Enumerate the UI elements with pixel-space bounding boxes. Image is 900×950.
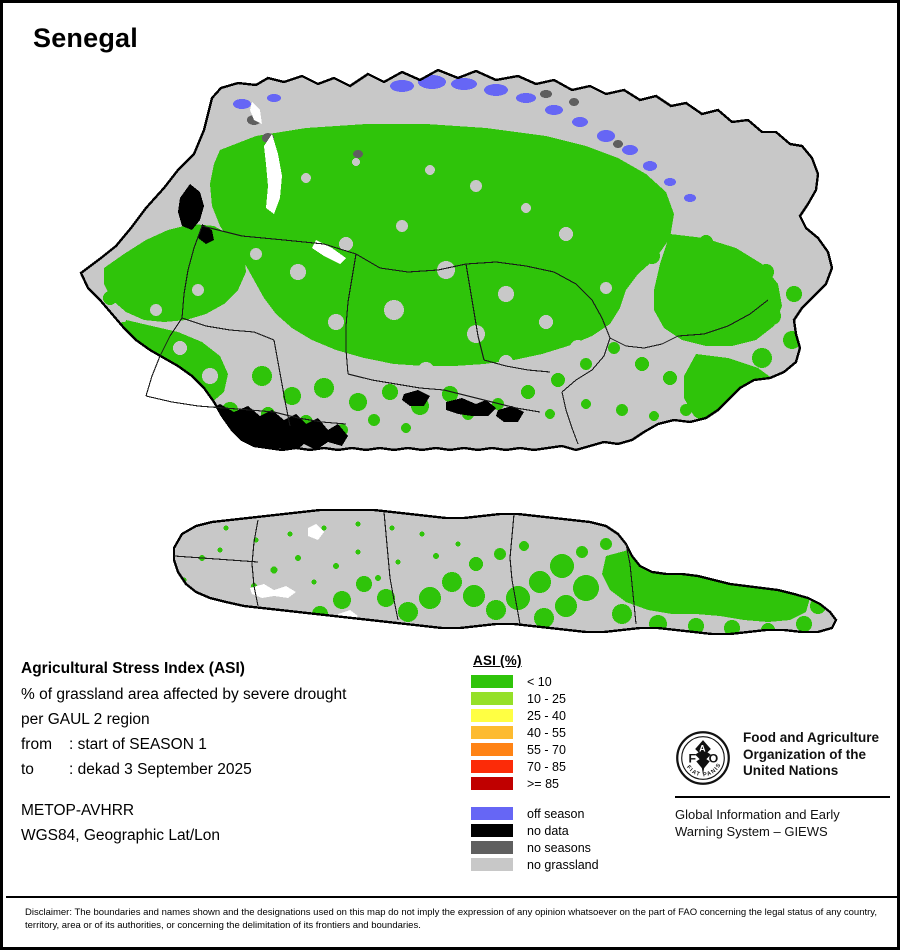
fao-logo-icon: F O A FIAT PANIS [676,731,730,785]
legend-row-class-2: 25 - 40 [471,707,641,724]
fao-divider [675,796,890,798]
legend-row-class-3: 40 - 55 [471,724,641,741]
legend-label-special-0: off season [527,806,585,821]
period-from-value: : start of SEASON 1 [69,736,207,753]
legend-swatch-class-3 [471,726,513,739]
legend-swatch-special-2 [471,841,513,854]
legend-row-class-5: 70 - 85 [471,758,641,775]
legend-swatch-special-0 [471,807,513,820]
asi-legend: ASI (%) < 10 10 - 25 25 - 40 40 - 55 55 - 70… [471,653,641,873]
legend-label-special-2: no seasons [527,840,591,855]
page-title: Senegal [33,23,138,53]
sensor-label: METOP-AVHRR [21,802,135,819]
legend-swatch-special-3 [471,858,513,871]
legend-row-class-0: < 10 [471,673,641,690]
legend-row-special-3: no grassland [471,856,641,873]
legend-label-special-3: no grassland [527,857,599,872]
admin-boundaries-north [145,225,769,445]
svg-text:F: F [688,751,696,765]
legend-row-special-0: off season [471,805,641,822]
legend-swatch-class-0 [471,675,513,688]
period-from-row: from : start of SEASON 1 [21,732,451,757]
legend-row-class-6: >= 85 [471,775,641,792]
legend-spacer [471,792,641,805]
fao-branding: F O A FIAT PANIS Food and Agriculture Or… [675,730,890,840]
country-border-north [79,68,834,452]
svg-text:O: O [709,751,719,765]
legend-class-list: < 10 10 - 25 25 - 40 40 - 55 55 - 70 70 - 85 >… [471,673,641,792]
period-to-value: : dekad 3 September 2025 [69,761,252,778]
legend-swatch-class-6 [471,777,513,790]
giews-system-name: Global Information and Early Warning Sys… [675,807,840,839]
legend-title: ASI (%) [473,653,522,668]
legend-label-class-2: 25 - 40 [527,708,566,723]
legend-label-class-5: 70 - 85 [527,759,566,774]
legend-swatch-class-1 [471,692,513,705]
off-season-patches [233,75,696,202]
asi-description-line-1: % of grassland area affected by severe d… [21,686,347,703]
period-to-key: to [21,761,34,778]
period-to-row: to : dekad 3 September 2025 [21,757,451,782]
legend-row-class-4: 55 - 70 [471,741,641,758]
inland-water [250,102,346,264]
legend-label-special-1: no data [527,823,569,838]
disclaimer-divider [6,896,900,898]
legend-swatch-class-5 [471,760,513,773]
legend-label-class-3: 40 - 55 [527,725,566,740]
projection-label: WGS84, Geographic Lat/Lon [21,827,221,844]
legend-swatch-class-4 [471,743,513,756]
asi-low-speckle-south [181,521,461,627]
asi-heading: Agricultural Stress Index (ASI) [21,660,245,677]
svg-text:A: A [699,743,706,753]
disclaimer-text: Disclaimer: The boundaries and names sho… [25,907,877,931]
map-canvas[interactable] [6,58,897,638]
period-from-key: from [21,736,52,753]
legend-label-class-4: 55 - 70 [527,742,566,757]
country-border-south [172,508,838,636]
legend-special-list: off season no data no seasons no grassland [471,805,641,873]
legend-swatch-special-1 [471,824,513,837]
legend-swatch-class-2 [471,709,513,722]
legend-row-special-1: no data [471,822,641,839]
legend-row-class-1: 10 - 25 [471,690,641,707]
no-data-saloum [402,390,524,422]
fao-organization-name: Food and Agriculture Organization of the… [743,730,879,778]
fao-logo-row: F O A FIAT PANIS Food and Agriculture Or… [675,730,890,786]
legend-label-class-6: >= 85 [527,776,559,791]
asi-description-line-2: per GAUL 2 region [21,711,150,728]
no-data-northwest [178,184,214,244]
legend-label-class-0: < 10 [527,674,552,689]
info-spacer [21,782,451,798]
legend-label-class-1: 10 - 25 [527,691,566,706]
senegal-asi-map[interactable] [6,58,897,638]
map-legend-text-block: Agricultural Stress Index (ASI) % of gra… [21,656,451,848]
legend-row-special-2: no seasons [471,839,641,856]
admin-boundaries-south [173,511,637,625]
